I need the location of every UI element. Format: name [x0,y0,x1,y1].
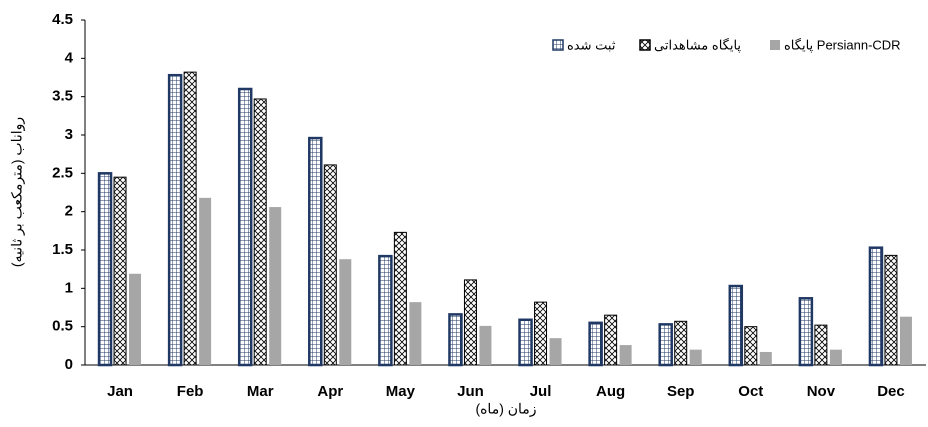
bar [604,314,618,366]
legend-label: ثبت شده [567,37,616,52]
y-tick-label: 0 [65,356,73,373]
bar [588,321,603,367]
bar [759,351,772,365]
bar [658,323,673,367]
bar [479,325,492,365]
bar [619,345,632,365]
x-tick-label: Jan [107,383,133,400]
y-tick-label: 2 [65,203,73,220]
x-tick-label: May [386,383,416,400]
y-axis-title: رواناب (مترمکعب بر ثانیه) [9,117,26,267]
bar [829,349,842,365]
x-tick-label: Dec [877,383,905,400]
x-tick-label: Jun [457,383,484,400]
y-tick-label: 4.5 [52,11,73,28]
bar [129,273,142,365]
x-tick-label: Oct [738,383,763,400]
legend-label: پایگاه مشاهداتی [654,37,741,53]
legend-swatch [639,39,651,51]
bar [728,284,744,367]
bar [167,73,183,367]
y-tick-label: 4 [65,49,74,66]
y-tick-label: 0.5 [52,318,73,335]
x-tick-label: Feb [177,383,204,400]
bar [884,254,898,366]
bar [534,301,548,366]
bar [253,98,267,366]
bar [97,172,113,367]
y-tick-label: 3.5 [52,88,73,105]
bar [744,326,758,366]
bar [899,316,912,365]
bar [323,164,337,366]
bar [199,197,212,365]
x-tick-label: Nov [807,383,836,400]
bar [237,87,253,367]
bar [868,246,884,367]
x-tick-label: Aug [596,383,625,400]
y-tick-label: 1 [65,279,73,296]
bar [518,318,533,367]
y-tick-label: 1.5 [52,241,73,258]
bar [378,254,393,367]
x-tick-label: Mar [247,383,274,400]
bar [113,176,127,366]
bar [183,71,197,366]
bar [549,338,562,365]
bar [269,207,282,365]
legend-swatch [552,39,564,51]
bar [308,136,323,367]
legend-label: پایگاه Persiann-CDR [784,37,901,53]
bar [463,279,477,366]
bar [393,231,407,366]
x-tick-label: Apr [317,383,343,400]
legend-swatch [770,40,780,50]
bar [674,320,688,366]
y-tick-label: 2.5 [52,164,73,181]
y-tick-label: 3 [65,126,73,143]
bar [409,302,422,365]
bar [689,349,702,365]
bar [798,297,814,367]
x-tick-label: Jul [530,383,552,400]
bar [339,259,352,365]
bar [448,313,463,367]
bar [814,324,828,366]
x-axis-title: زمان (ماه) [475,401,536,418]
x-tick-label: Sep [667,383,695,400]
